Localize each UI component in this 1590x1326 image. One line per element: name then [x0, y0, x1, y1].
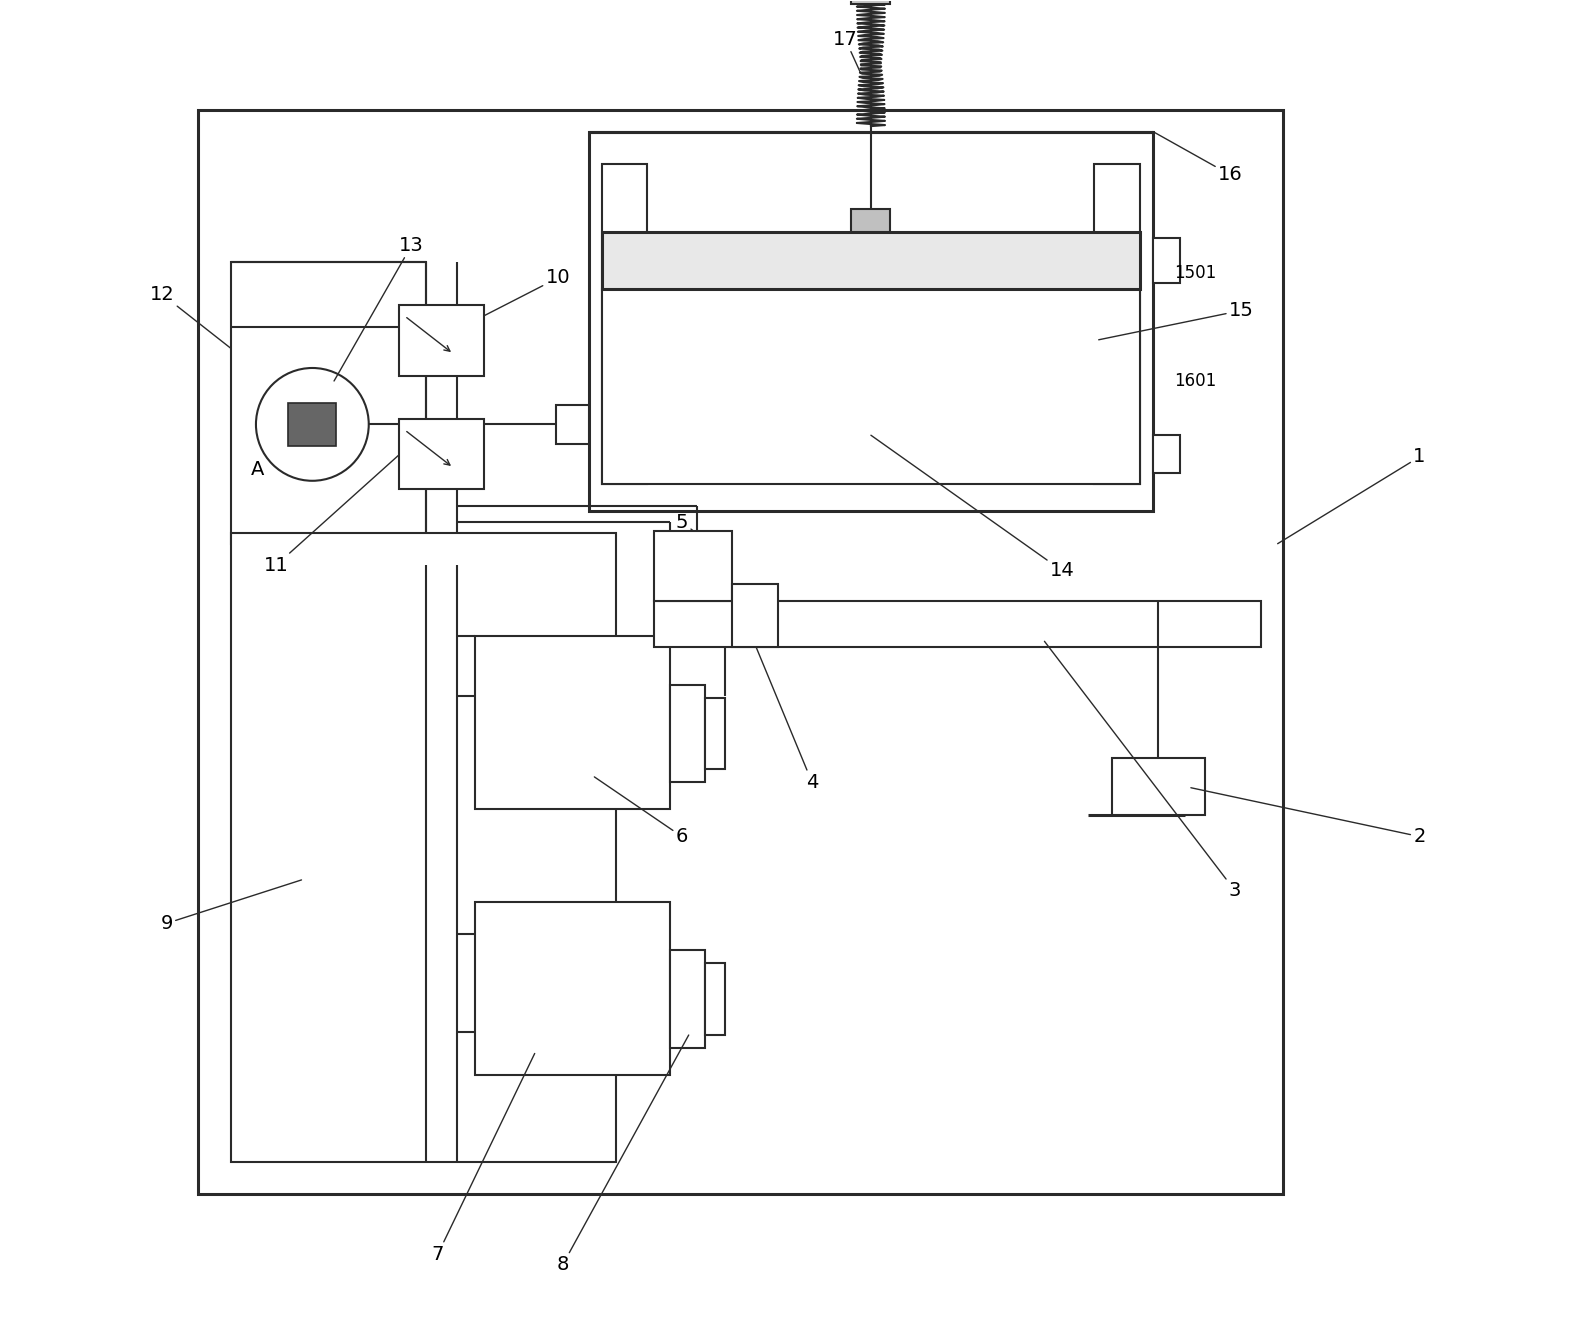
Bar: [704, 697, 725, 769]
Bar: [653, 530, 731, 601]
Text: A: A: [251, 460, 264, 480]
Bar: [671, 951, 704, 1048]
Bar: [1153, 435, 1180, 473]
Text: 4: 4: [755, 647, 819, 792]
Text: 6: 6: [595, 777, 688, 846]
Bar: [653, 601, 1261, 647]
Bar: [399, 305, 483, 375]
Bar: [475, 636, 671, 809]
Text: 7: 7: [431, 1053, 534, 1264]
Bar: [851, 208, 890, 232]
Text: 10: 10: [483, 268, 571, 316]
Text: 3: 3: [1045, 642, 1242, 900]
Text: 1501: 1501: [1175, 264, 1216, 281]
Bar: [603, 232, 1140, 289]
Bar: [1094, 164, 1140, 484]
Bar: [603, 289, 1140, 484]
Bar: [199, 110, 1283, 1195]
Text: 15: 15: [1099, 301, 1255, 339]
Text: 13: 13: [334, 236, 425, 381]
Bar: [1153, 237, 1180, 284]
Bar: [731, 583, 778, 647]
Text: 8: 8: [556, 1036, 688, 1274]
Text: 2: 2: [1191, 788, 1426, 846]
Bar: [851, 0, 890, 4]
Bar: [231, 533, 615, 1162]
Bar: [288, 403, 335, 446]
Bar: [399, 419, 483, 489]
Text: 17: 17: [833, 30, 860, 72]
Bar: [671, 684, 704, 782]
Bar: [603, 164, 647, 484]
Text: 16: 16: [1153, 131, 1243, 184]
Bar: [475, 902, 671, 1075]
Bar: [704, 964, 725, 1036]
Bar: [556, 404, 588, 444]
Bar: [231, 261, 426, 544]
Bar: [1111, 758, 1205, 815]
Text: 14: 14: [871, 435, 1075, 581]
Text: 5: 5: [676, 513, 693, 532]
Text: 11: 11: [264, 455, 399, 575]
Circle shape: [256, 369, 369, 481]
Text: 12: 12: [149, 285, 231, 349]
Text: 9: 9: [161, 880, 302, 932]
Bar: [588, 131, 1153, 511]
Text: 1601: 1601: [1175, 373, 1216, 390]
Text: 1: 1: [1278, 447, 1426, 544]
